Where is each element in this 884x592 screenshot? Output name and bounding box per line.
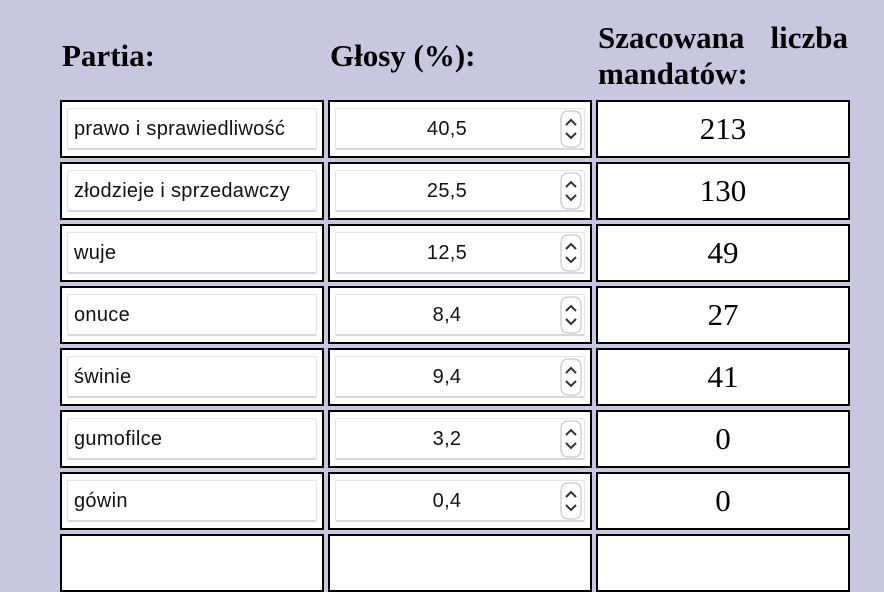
seats-value: 0 — [715, 483, 731, 518]
party-input[interactable]: prawo i sprawiedliwość — [67, 108, 317, 150]
party-cell: prawo i sprawiedliwość — [60, 100, 324, 158]
spinner-box[interactable] — [560, 234, 582, 277]
spinner[interactable] — [560, 110, 582, 148]
votes-input[interactable]: 40,5 — [335, 108, 585, 150]
party-header: Partia: — [62, 38, 155, 73]
party-input[interactable]: złodzieje i sprzedawczy — [67, 170, 317, 212]
seats-cell: 49 — [596, 224, 850, 282]
spinner[interactable] — [560, 234, 582, 272]
seats-value: 49 — [707, 235, 739, 270]
party-input[interactable]: gumofilce — [67, 418, 317, 460]
seats-cell: 213 — [596, 100, 850, 158]
seats-cell: 41 — [596, 348, 850, 406]
seats-value: 41 — [707, 359, 739, 394]
votes-cell: 3,2 — [328, 410, 592, 468]
votes-cell: 9,4 — [328, 348, 592, 406]
seats-cell — [596, 534, 850, 592]
votes-input[interactable]: 9,4 — [335, 356, 585, 398]
party-cell: gówin — [60, 472, 324, 530]
spinner[interactable] — [560, 358, 582, 396]
seats-header: Szacowana liczba mandatów: — [598, 20, 848, 91]
votes-input[interactable]: 12,5 — [335, 232, 585, 274]
votes-cell: 40,5 — [328, 100, 592, 158]
party-input[interactable]: gówin — [67, 480, 317, 522]
seats-cell: 0 — [596, 472, 850, 530]
seats-value: 27 — [707, 297, 739, 332]
party-cell: złodzieje i sprzedawczy — [60, 162, 324, 220]
party-cell: świnie — [60, 348, 324, 406]
spinner-box[interactable] — [560, 172, 582, 215]
votes-input[interactable]: 25,5 — [335, 170, 585, 212]
spinner-box[interactable] — [560, 358, 582, 401]
seats-value: 130 — [699, 173, 747, 208]
spinner-box[interactable] — [560, 110, 582, 153]
spinner[interactable] — [560, 482, 582, 520]
seats-cell: 130 — [596, 162, 850, 220]
party-cell: gumofilce — [60, 410, 324, 468]
votes-cell: 25,5 — [328, 162, 592, 220]
spinner[interactable] — [560, 420, 582, 458]
seats-cell: 27 — [596, 286, 850, 344]
spinner-box[interactable] — [560, 296, 582, 339]
votes-cell: 12,5 — [328, 224, 592, 282]
seats-value: 213 — [699, 111, 747, 146]
party-input[interactable]: wuje — [67, 232, 317, 274]
seats-value: 0 — [715, 421, 731, 456]
seats-cell: 0 — [596, 410, 850, 468]
page: {"header": {"party": "Partia:", "votes":… — [60, 20, 850, 592]
party-cell: onuce — [60, 286, 324, 344]
votes-input[interactable]: 0,4 — [335, 480, 585, 522]
votes-cell — [328, 534, 592, 592]
spinner[interactable] — [560, 172, 582, 210]
votes-cell: 8,4 — [328, 286, 592, 344]
votes-input[interactable]: 3,2 — [335, 418, 585, 460]
party-cell: wuje — [60, 224, 324, 282]
spinner-box[interactable] — [560, 482, 582, 525]
votes-header: Głosy (%): — [330, 38, 476, 73]
votes-input[interactable]: 8,4 — [335, 294, 585, 336]
party-input[interactable]: onuce — [67, 294, 317, 336]
page-body: Partia: Głosy (%): Szacowana liczba mand… — [60, 20, 850, 592]
spinner-box[interactable] — [560, 420, 582, 463]
votes-cell: 0,4 — [328, 472, 592, 530]
party-cell — [60, 534, 324, 592]
spinner[interactable] — [560, 296, 582, 334]
party-input[interactable]: świnie — [67, 356, 317, 398]
